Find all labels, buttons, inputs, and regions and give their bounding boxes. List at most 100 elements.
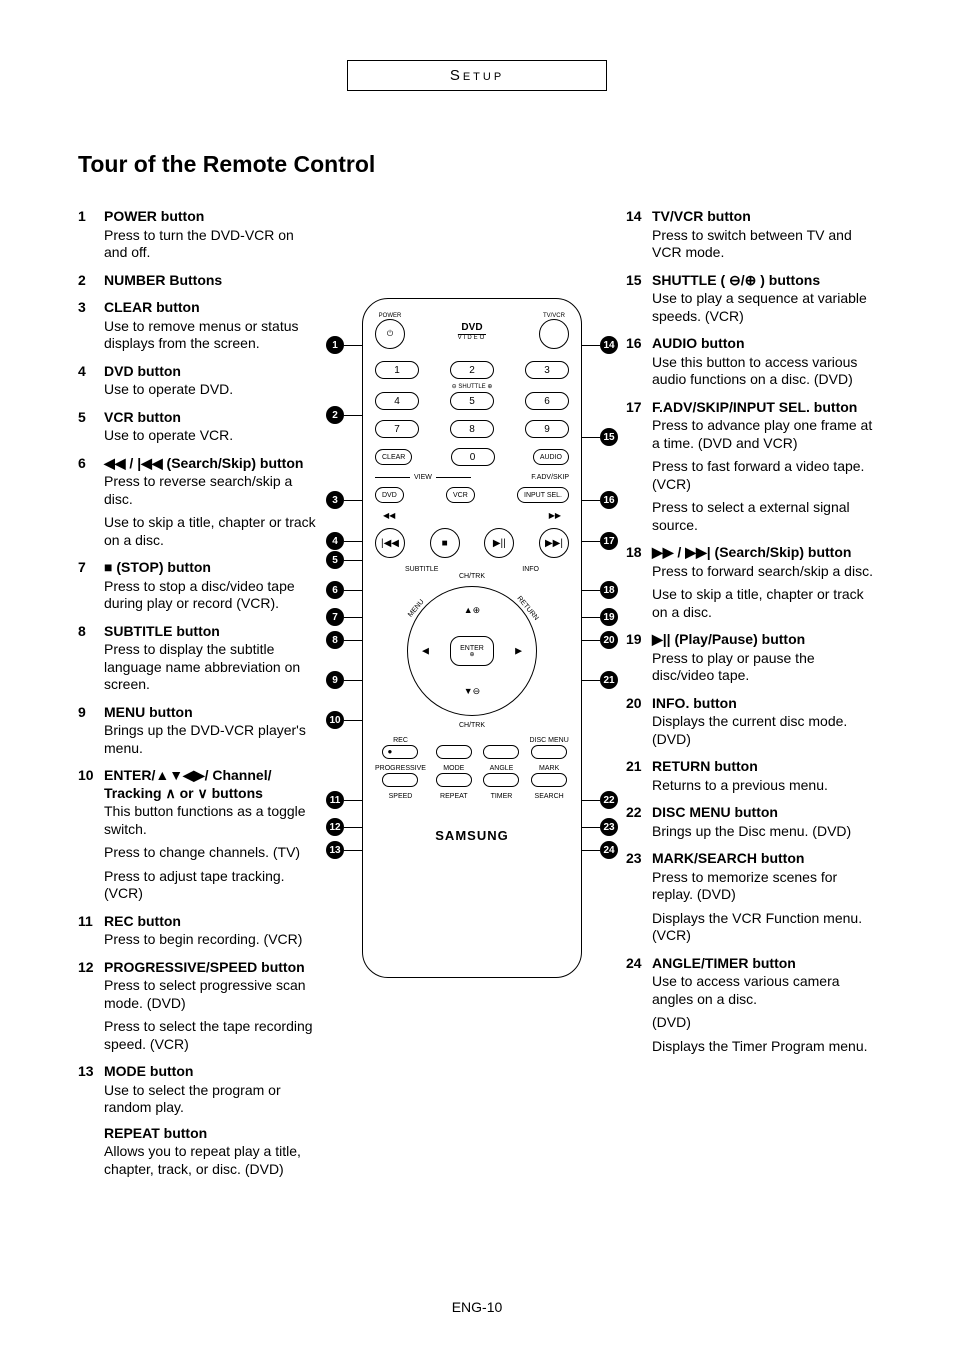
- item-body: NUMBER Buttons: [104, 272, 318, 290]
- item-number: 10: [78, 767, 104, 903]
- tvvcr-button[interactable]: [539, 319, 569, 349]
- content-area: 1POWER buttonPress to turn the DVD-VCR o…: [78, 208, 876, 1188]
- item-extra: (DVD): [652, 1014, 876, 1032]
- item-body: PROGRESSIVE/SPEED buttonPress to select …: [104, 959, 318, 1054]
- search-label: SEARCH: [535, 793, 564, 800]
- item-body: CLEAR buttonUse to remove menus or statu…: [104, 299, 318, 353]
- description-item: 7■ (STOP) buttonPress to stop a disc/vid…: [78, 559, 318, 613]
- stop-button[interactable]: ■: [430, 528, 460, 558]
- mark-button[interactable]: [531, 773, 567, 787]
- callout-badge: 12: [326, 818, 344, 836]
- num-2[interactable]: 2: [450, 361, 494, 379]
- item-extra: Displays the VCR Function menu. (VCR): [652, 910, 876, 945]
- power-button[interactable]: ⏻: [375, 319, 405, 349]
- angle-label: ANGLE: [490, 765, 514, 772]
- item-title: MARK/SEARCH button: [652, 850, 876, 868]
- clear-button[interactable]: CLEAR: [375, 449, 412, 465]
- item-desc: Press to reverse search/skip a disc.: [104, 473, 318, 508]
- rec-button[interactable]: ●: [382, 745, 418, 759]
- progressive-button[interactable]: [382, 773, 418, 787]
- dvd-logo-sub: VIDEO: [458, 335, 487, 341]
- play-pause-button[interactable]: ▶||: [484, 528, 514, 558]
- item-body: REC buttonPress to begin recording. (VCR…: [104, 913, 318, 949]
- nav-down-icon[interactable]: ▼⊖: [464, 686, 480, 697]
- item-extra: Use to skip a title, chapter or track on…: [652, 586, 876, 621]
- num-3[interactable]: 3: [525, 361, 569, 379]
- item-title: DVD button: [104, 363, 318, 381]
- item-desc: Use this button to access various audio …: [652, 354, 876, 389]
- item-title: TV/VCR button: [652, 208, 876, 226]
- item-title: POWER button: [104, 208, 318, 226]
- description-item: 6◀◀ / |◀◀ (Search/Skip) buttonPress to r…: [78, 455, 318, 550]
- speed-label: SPEED: [389, 793, 413, 800]
- description-item: 20INFO. buttonDisplays the current disc …: [626, 695, 876, 749]
- vcr-button[interactable]: VCR: [446, 487, 475, 503]
- num-6[interactable]: 6: [525, 392, 569, 410]
- nav-up-icon[interactable]: ▲⊕: [464, 605, 480, 616]
- item-body: F.ADV/SKIP/INPUT SEL. buttonPress to adv…: [652, 399, 876, 535]
- item-body: ▶▶ / ▶▶| (Search/Skip) buttonPress to fo…: [652, 544, 876, 621]
- item-extra: Displays the Timer Program menu.: [652, 1038, 876, 1056]
- item-number: 22: [626, 804, 652, 840]
- num-1[interactable]: 1: [375, 361, 419, 379]
- item-number: 7: [78, 559, 104, 613]
- callout-badge: 9: [326, 671, 344, 689]
- item-extra: Press to adjust tape tracking. (VCR): [104, 868, 318, 903]
- description-item: 19▶|| (Play/Pause) buttonPress to play o…: [626, 631, 876, 685]
- item-title: REC button: [104, 913, 318, 931]
- info-label: INFO: [522, 566, 539, 573]
- nav-left-icon[interactable]: ◀: [422, 646, 429, 657]
- enter-button[interactable]: ENTER⊕: [450, 636, 494, 666]
- item-number: 6: [78, 455, 104, 550]
- mode-label: MODE: [443, 765, 464, 772]
- item-subtitle: REPEAT button: [104, 1125, 318, 1143]
- item-desc: Use to access various camera angles on a…: [652, 973, 876, 1008]
- power-label: POWER: [375, 313, 405, 319]
- fadvskip-label: F.ADV/SKIP: [531, 474, 569, 481]
- angle-button[interactable]: [483, 773, 519, 787]
- dvd-button[interactable]: DVD: [375, 487, 404, 503]
- item-number: 4: [78, 363, 104, 399]
- item-number: 3: [78, 299, 104, 353]
- page-title: Tour of the Remote Control: [78, 151, 876, 178]
- item-number: 2: [78, 272, 104, 290]
- item-body: SHUTTLE ( ⊖/⊕ ) buttonsUse to play a seq…: [652, 272, 876, 326]
- callout-badge: 22: [600, 791, 618, 809]
- num-5[interactable]: 5: [450, 392, 494, 410]
- item-body: DISC MENU buttonBrings up the Disc menu.…: [652, 804, 876, 840]
- discmenu-button[interactable]: [531, 745, 567, 759]
- num-7[interactable]: 7: [375, 420, 419, 438]
- mode-button[interactable]: [436, 773, 472, 787]
- remote-wrap: 12345678910111213 1415161718192021222324…: [332, 298, 612, 1188]
- item-title: ANGLE/TIMER button: [652, 955, 876, 973]
- num-4[interactable]: 4: [375, 392, 419, 410]
- inputsel-button[interactable]: INPUT SEL.: [517, 487, 569, 503]
- callout-badge: 4: [326, 532, 344, 550]
- num-0[interactable]: 0: [451, 448, 495, 466]
- discmenu-label: DISC MENU: [530, 737, 569, 744]
- callout-badge: 17: [600, 532, 618, 550]
- num-9[interactable]: 9: [525, 420, 569, 438]
- blank-button-1[interactable]: [436, 745, 472, 759]
- brand-label: SAMSUNG: [375, 828, 569, 843]
- num-8[interactable]: 8: [450, 420, 494, 438]
- skip-fwd-button[interactable]: ▶▶|: [539, 528, 569, 558]
- item-number: 15: [626, 272, 652, 326]
- nav-right-icon[interactable]: ▶: [515, 646, 522, 657]
- description-item: 9MENU buttonBrings up the DVD-VCR player…: [78, 704, 318, 758]
- item-body: ■ (STOP) buttonPress to stop a disc/vide…: [104, 559, 318, 613]
- description-item: 16AUDIO buttonUse this button to access …: [626, 335, 876, 389]
- item-title: RETURN button: [652, 758, 876, 776]
- skip-back-button[interactable]: |◀◀: [375, 528, 405, 558]
- blank-button-2[interactable]: [483, 745, 519, 759]
- chtrk-bottom-label: CH/TRK: [375, 722, 569, 729]
- item-desc: Press to advance play one frame at a tim…: [652, 417, 876, 452]
- description-item: 24ANGLE/TIMER buttonUse to access variou…: [626, 955, 876, 1056]
- item-title: NUMBER Buttons: [104, 272, 318, 290]
- item-title: MODE button: [104, 1063, 318, 1081]
- description-item: 18▶▶ / ▶▶| (Search/Skip) buttonPress to …: [626, 544, 876, 621]
- item-desc: Use to play a sequence at variable speed…: [652, 290, 876, 325]
- nav-ring[interactable]: MENU RETURN ▲⊕ ▼⊖ ◀ ▶ ENTER⊕: [407, 586, 537, 716]
- item-body: RETURN buttonReturns to a previous menu.: [652, 758, 876, 794]
- audio-button[interactable]: AUDIO: [533, 449, 569, 465]
